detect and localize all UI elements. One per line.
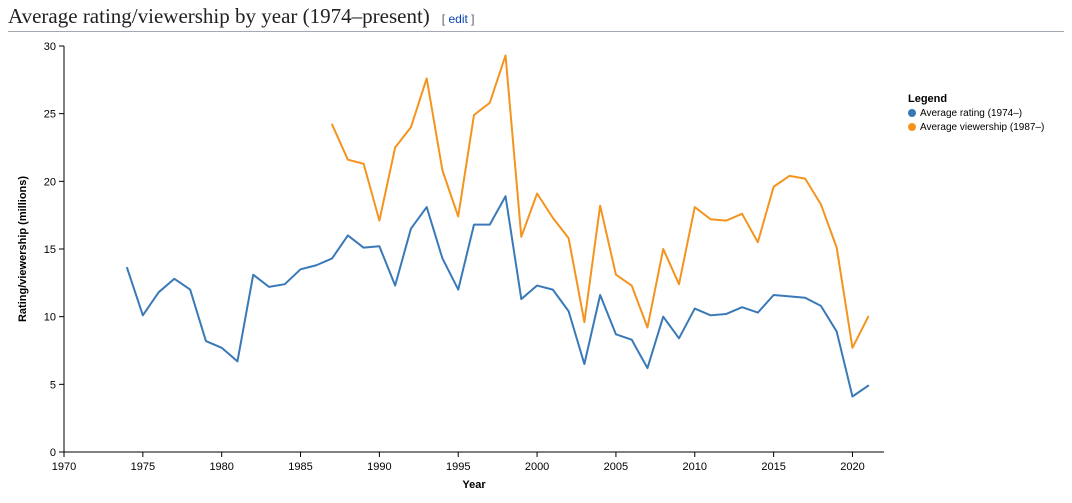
legend-title: Legend — [908, 93, 947, 105]
y-tick-label: 0 — [50, 447, 56, 459]
x-axis-title: Year — [462, 479, 486, 491]
x-tick-label: 1980 — [209, 461, 233, 473]
line-chart-svg: 0 5 10 15 20 25 30 1970 1975 1980 1985 1990 1995 2000… — [8, 38, 1064, 498]
legend-label: Average viewership (1987–) — [920, 122, 1044, 133]
section-header: Average rating/viewership by year (1974–… — [8, 4, 1064, 32]
legend-marker — [908, 123, 916, 131]
x-tick-label: 1985 — [288, 461, 312, 473]
x-tick-label: 2015 — [761, 461, 785, 473]
y-tick-label: 10 — [44, 312, 56, 324]
x-tick-label: 1990 — [367, 461, 391, 473]
y-tick-label: 30 — [44, 41, 56, 53]
edit-link[interactable]: [ edit ] — [442, 12, 475, 26]
y-tick-label: 25 — [44, 109, 56, 121]
x-tick-label: 1970 — [52, 461, 76, 473]
x-tick-label: 1975 — [131, 461, 155, 473]
x-tick-label: 2020 — [840, 461, 864, 473]
y-tick-label: 20 — [44, 176, 56, 188]
y-tick-label: 15 — [44, 244, 56, 256]
ratings-viewership-chart: 0 5 10 15 20 25 30 1970 1975 1980 1985 1990 1995 2000… — [8, 38, 1064, 498]
x-tick-label: 1995 — [446, 461, 470, 473]
x-tick-label: 2000 — [525, 461, 549, 473]
section-title: Average rating/viewership by year (1974–… — [8, 4, 430, 28]
x-tick-label: 2005 — [604, 461, 628, 473]
edit-link-text: edit — [448, 12, 467, 26]
y-tick-label: 5 — [50, 379, 56, 391]
legend-label: Average rating (1974–) — [920, 108, 1022, 119]
y-axis-title: Rating/viewership (millions) — [17, 176, 29, 322]
x-tick-label: 2010 — [683, 461, 707, 473]
legend-marker — [908, 109, 916, 117]
